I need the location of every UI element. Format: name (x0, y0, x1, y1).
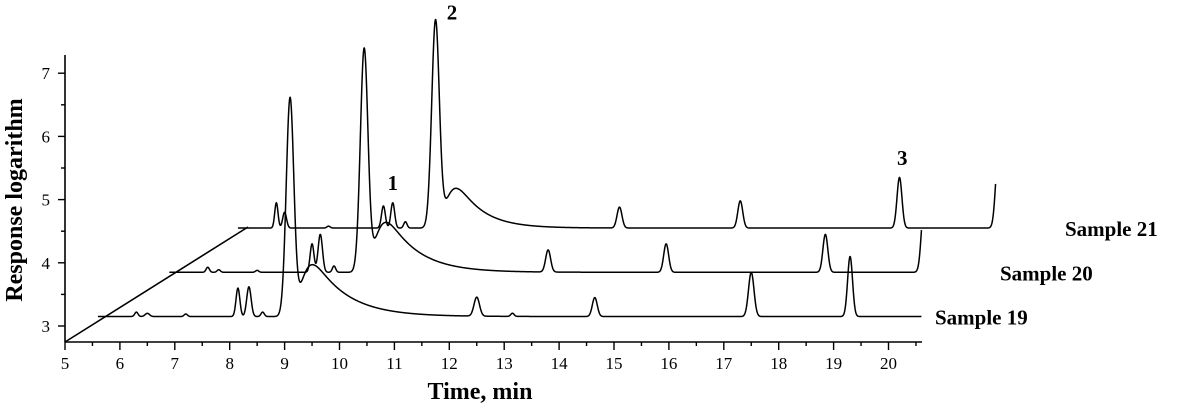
x-tick-label: 8 (225, 354, 234, 373)
x-axis-title: Time, min (428, 379, 533, 405)
x-tick-label: 14 (551, 354, 569, 373)
x-tick-label: 11 (386, 354, 402, 373)
chromatogram-traces (97, 18, 997, 318)
x-tick-label: 16 (660, 354, 677, 373)
x-tick-label: 7 (171, 354, 180, 373)
y-tick-label: 3 (42, 317, 51, 336)
y-axis-title: Response logarithm (2, 98, 28, 301)
trace-sample-21 (237, 18, 997, 229)
trace-sample-19 (97, 96, 922, 318)
x-tick-label: 15 (606, 354, 623, 373)
perspective-line (64, 226, 249, 343)
peak-number-label: 1 (388, 171, 399, 195)
x-tick-label: 6 (116, 354, 125, 373)
series-label: Sample 19 (935, 306, 1028, 330)
series-labels: Sample 19 Sample 20 Sample 21 (935, 217, 1158, 329)
y-tick-label: 5 (42, 191, 51, 210)
x-tick-label: 10 (331, 354, 348, 373)
x-axis-ticks: 5 6 7 8 9 10 11 12 13 14 15 16 17 18 19 20 (61, 342, 917, 373)
x-tick-label: 19 (825, 354, 842, 373)
y-tick-label: 6 (42, 127, 51, 146)
x-tick-label: 9 (280, 354, 289, 373)
x-tick-label: 5 (61, 354, 70, 373)
x-tick-label: 12 (441, 354, 458, 373)
series-label: Sample 21 (1065, 217, 1158, 241)
trace-sample-20 (168, 47, 923, 274)
y-tick-label: 4 (42, 254, 51, 273)
y-axis-ticks: 3 4 5 6 7 (42, 64, 65, 336)
x-tick-label: 20 (880, 354, 897, 373)
x-tick-label: 18 (770, 354, 787, 373)
x-tick-label: 13 (496, 354, 513, 373)
series-label: Sample 20 (1000, 261, 1093, 285)
peak-number-label: 2 (447, 0, 458, 24)
peak-number-label: 3 (897, 146, 908, 170)
x-tick-label: 17 (715, 354, 733, 373)
peak-labels: 1 2 3 (388, 0, 908, 195)
axes (64, 55, 922, 343)
y-tick-label: 7 (42, 64, 51, 83)
